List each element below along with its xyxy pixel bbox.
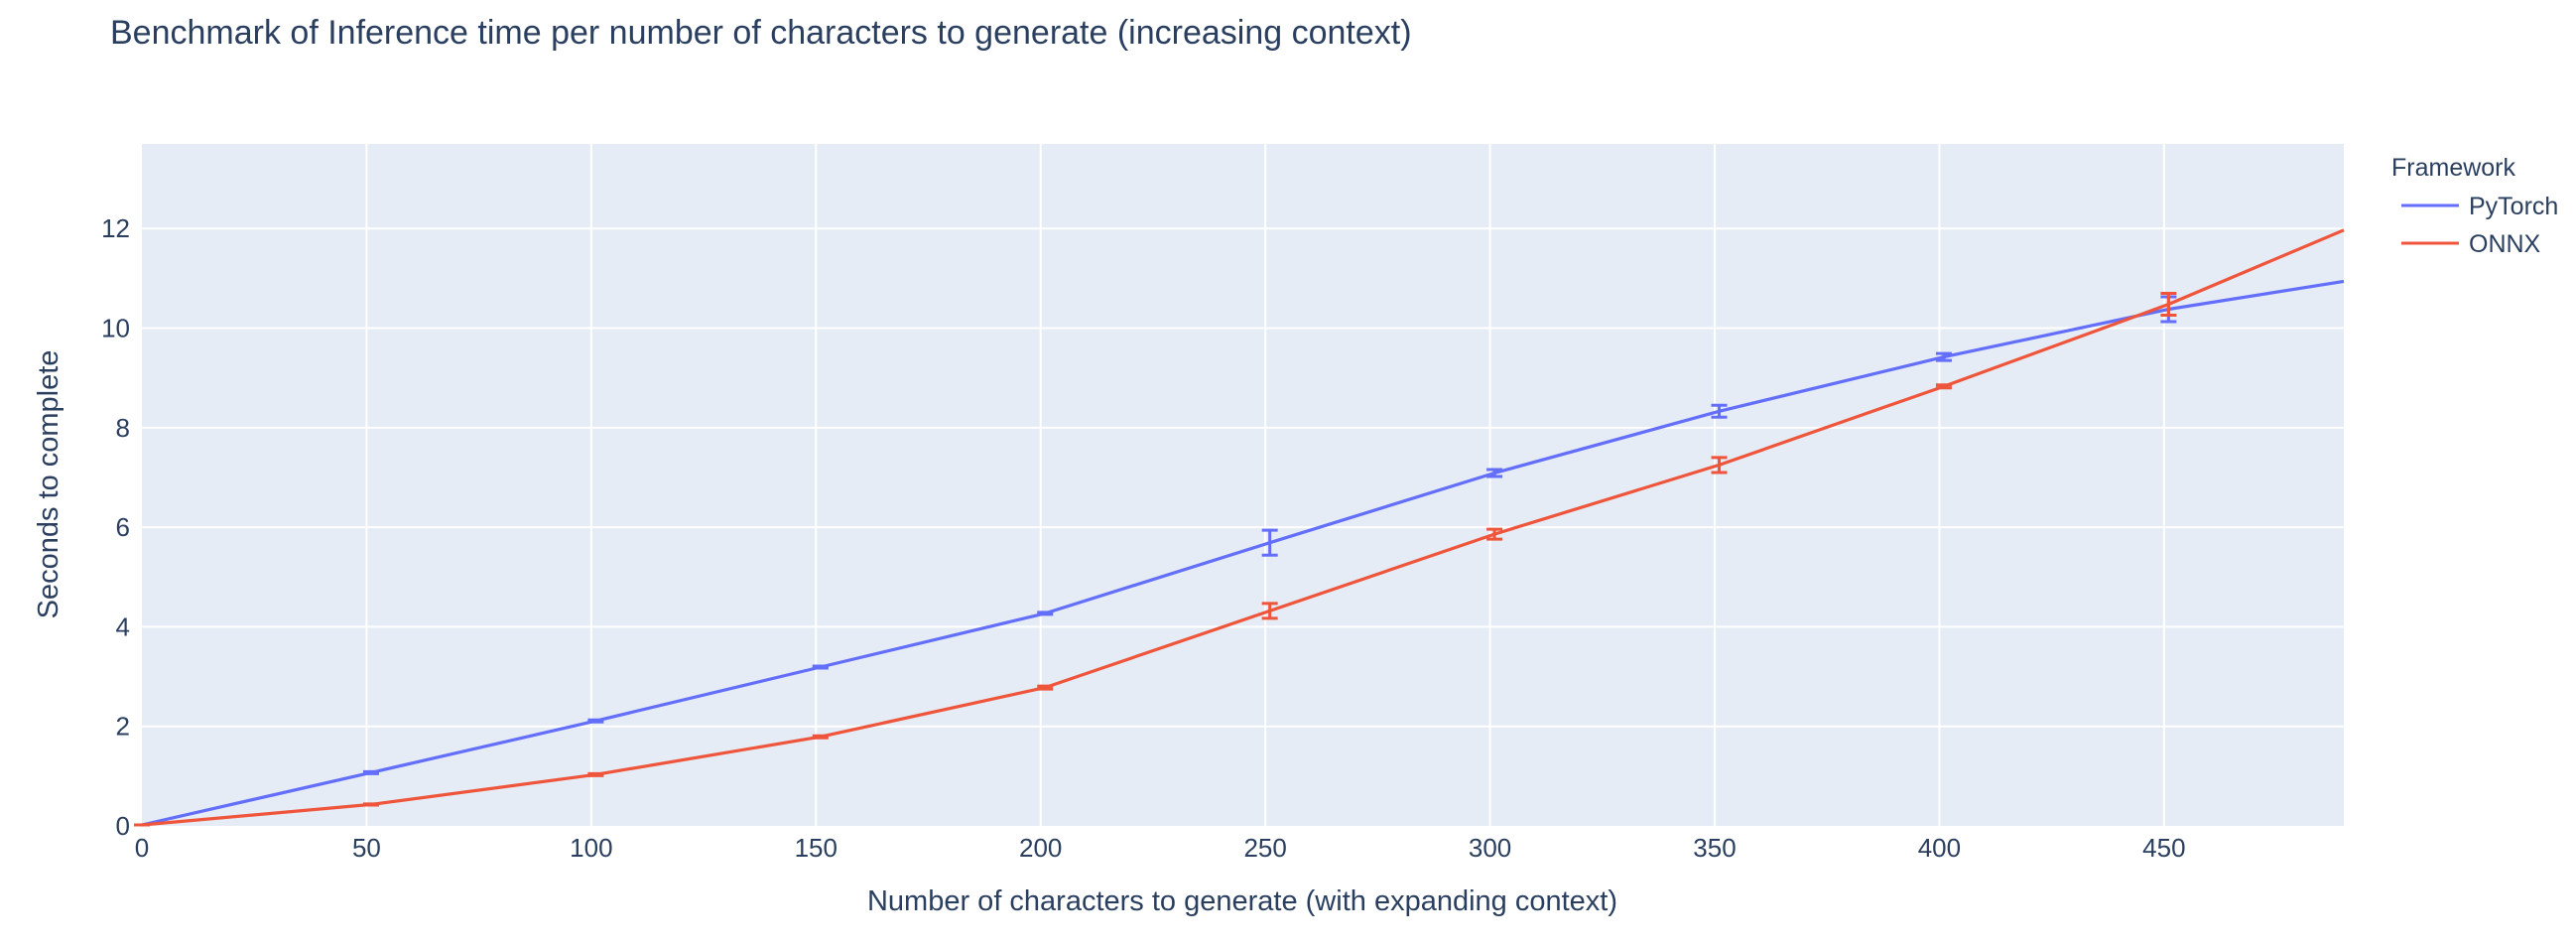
- x-axis-title: Number of characters to generate (with e…: [867, 885, 1617, 917]
- legend-title: Framework: [2391, 154, 2516, 182]
- y-gridlines: [142, 227, 2344, 728]
- error-bar-onnx: [1261, 602, 1278, 620]
- x-tick-label: 350: [1693, 833, 1736, 863]
- chart-title: Benchmark of Inference time per number o…: [110, 14, 1412, 52]
- error-bar-pytorch: [1037, 610, 1054, 616]
- x-tick-label: 450: [2142, 833, 2185, 863]
- error-bar-pytorch: [1935, 351, 1952, 362]
- x-tick-label: 0: [135, 833, 149, 863]
- y-tick-label: 10: [101, 314, 130, 343]
- error-bar-pytorch: [362, 769, 379, 775]
- error-bar-onnx: [1935, 383, 1952, 390]
- x-tick-label: 100: [570, 833, 612, 863]
- y-tick-label: 2: [116, 712, 130, 742]
- error-bar-pytorch: [1711, 403, 1728, 419]
- y-axis-title: Seconds to complete: [33, 350, 64, 619]
- x-tick-label: 300: [1469, 833, 1511, 863]
- series-onnx: [134, 228, 2345, 827]
- x-tick-label: 250: [1243, 833, 1286, 863]
- y-tick-label: 4: [116, 611, 130, 641]
- error-bar-onnx: [1486, 527, 1503, 541]
- plot-area: [142, 144, 2344, 826]
- series-layer: [134, 228, 2345, 827]
- x-gridlines: [365, 144, 2165, 826]
- legend: Framework PyTorch ONNX: [2391, 154, 2558, 258]
- error-bar-onnx: [362, 802, 379, 807]
- legend-label-pytorch[interactable]: PyTorch: [2469, 193, 2558, 220]
- error-bar-onnx: [587, 771, 604, 777]
- legend-label-onnx[interactable]: ONNX: [2469, 230, 2541, 258]
- error-bar-onnx: [812, 734, 829, 740]
- error-bar-onnx: [1711, 456, 1728, 474]
- error-bar-pytorch: [587, 718, 604, 724]
- x-tick-label: 200: [1019, 833, 1062, 863]
- x-tick-label: 50: [352, 833, 381, 863]
- error-bar-pytorch: [1261, 528, 1278, 557]
- y-axis-ticks: 0 2 4 6 8 10 12: [101, 213, 130, 841]
- error-bar-onnx: [1037, 684, 1054, 691]
- y-tick-label: 6: [116, 512, 130, 542]
- error-bar-pytorch: [1486, 468, 1503, 478]
- y-tick-label: 0: [116, 811, 130, 841]
- y-tick-label: 8: [116, 413, 130, 443]
- error-bar-onnx: [2160, 291, 2177, 318]
- x-axis-ticks: 0 50 100 150 200 250 300 350 400 450: [135, 833, 2186, 863]
- x-tick-label: 150: [795, 833, 837, 863]
- error-bar-pytorch: [812, 664, 829, 670]
- x-tick-label: 400: [1918, 833, 1961, 863]
- y-tick-label: 12: [101, 213, 130, 243]
